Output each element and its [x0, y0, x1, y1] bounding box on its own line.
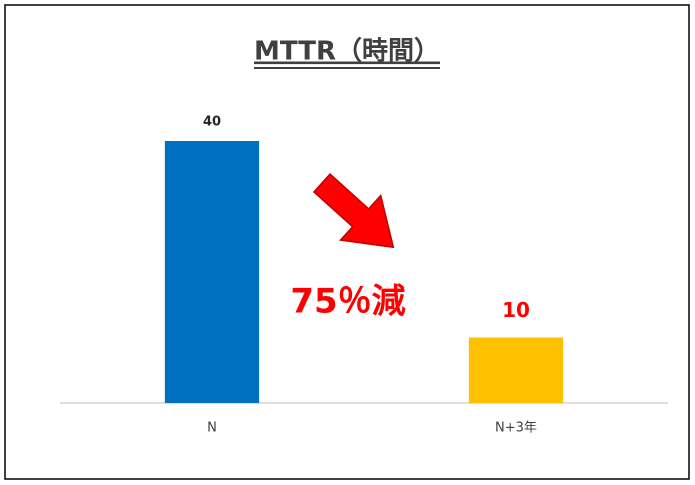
- data-label: 10: [502, 298, 530, 322]
- x-tick-label: N+3年: [495, 421, 537, 436]
- bar: [164, 141, 260, 403]
- chart-border: [4, 4, 690, 480]
- data-label: 40: [203, 115, 221, 130]
- x-tick-label: N: [207, 421, 217, 436]
- annotation: 75％減: [290, 282, 405, 322]
- chart-title: MTTR（時間）: [254, 37, 440, 67]
- decrease-arrow: [312, 173, 395, 249]
- bar: [468, 337, 564, 403]
